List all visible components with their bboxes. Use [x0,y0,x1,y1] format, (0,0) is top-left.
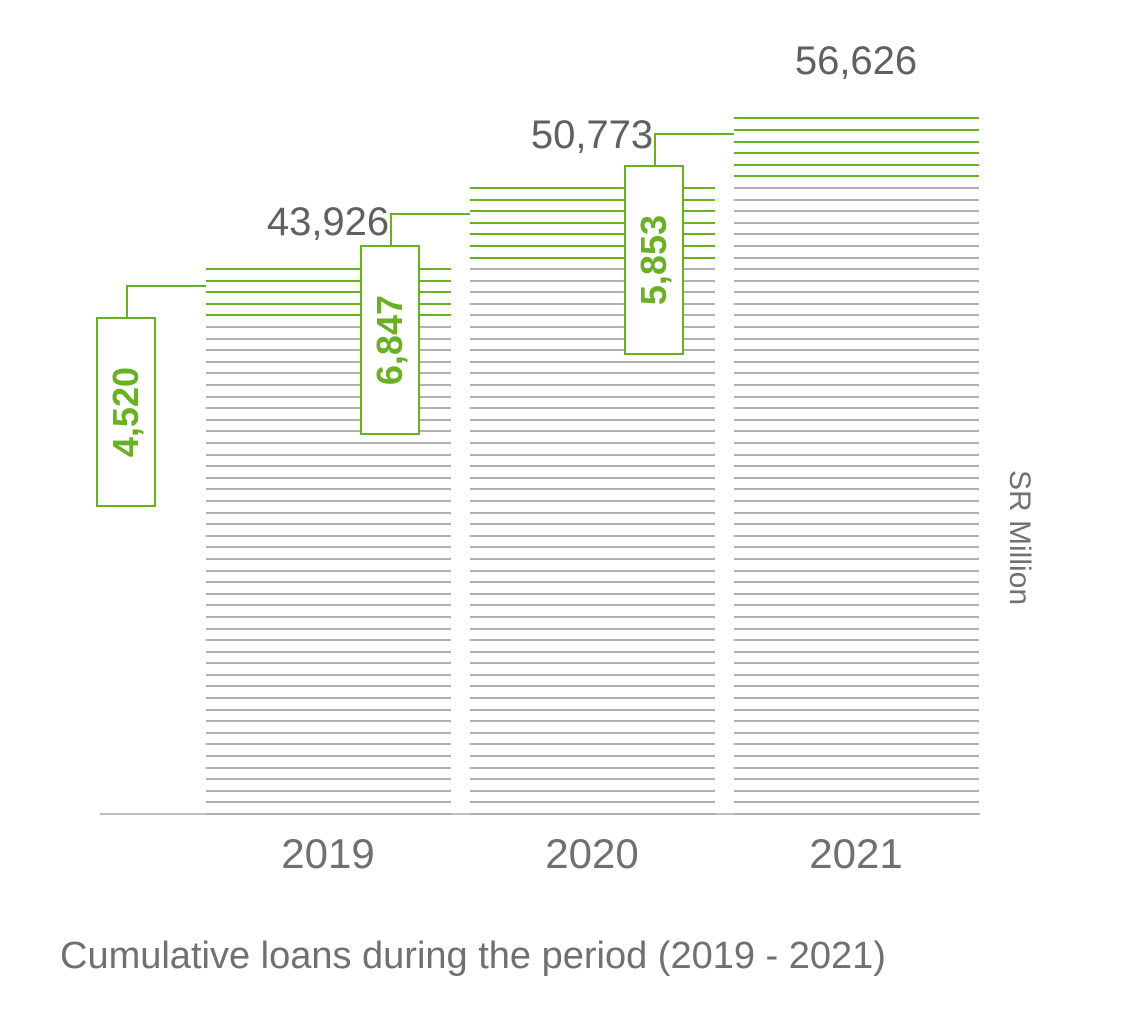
plot-area: 43,926 4,520 50,773 6,847 56,626 5,853 [100,55,980,815]
increment-callout-2021: 5,853 [624,165,684,355]
chart-caption: Cumulative loans during the period (2019… [60,935,886,978]
increment-callout-2020: 6,847 [360,245,420,435]
total-label-2021: 56,626 [714,39,999,84]
increment-value: 6,847 [369,295,411,385]
x-label-2019: 2019 [258,830,398,878]
x-label-2021: 2021 [786,830,926,878]
bar-2021: 56,626 [734,98,979,815]
callout-connector [390,215,392,245]
x-label-2020: 2020 [522,830,662,878]
increment-callout-2019: 4,520 [96,317,156,507]
increment-value: 5,853 [633,215,675,305]
x-axis-labels: 2019 2020 2021 [100,830,980,890]
callout-connector [654,135,656,165]
cumulative-loans-chart: 43,9264,52050,7736,84756,6265,853 201920… [0,0,1125,1015]
callout-connector [126,287,128,317]
callout-connector [390,213,470,215]
total-label-2020: 50,773 [450,113,735,158]
callout-connector [654,133,734,135]
total-label-2019: 43,926 [186,200,471,245]
callout-connector [126,285,206,287]
increment-value: 4,520 [105,367,147,457]
y-axis-label: SR Million [1002,470,1036,605]
